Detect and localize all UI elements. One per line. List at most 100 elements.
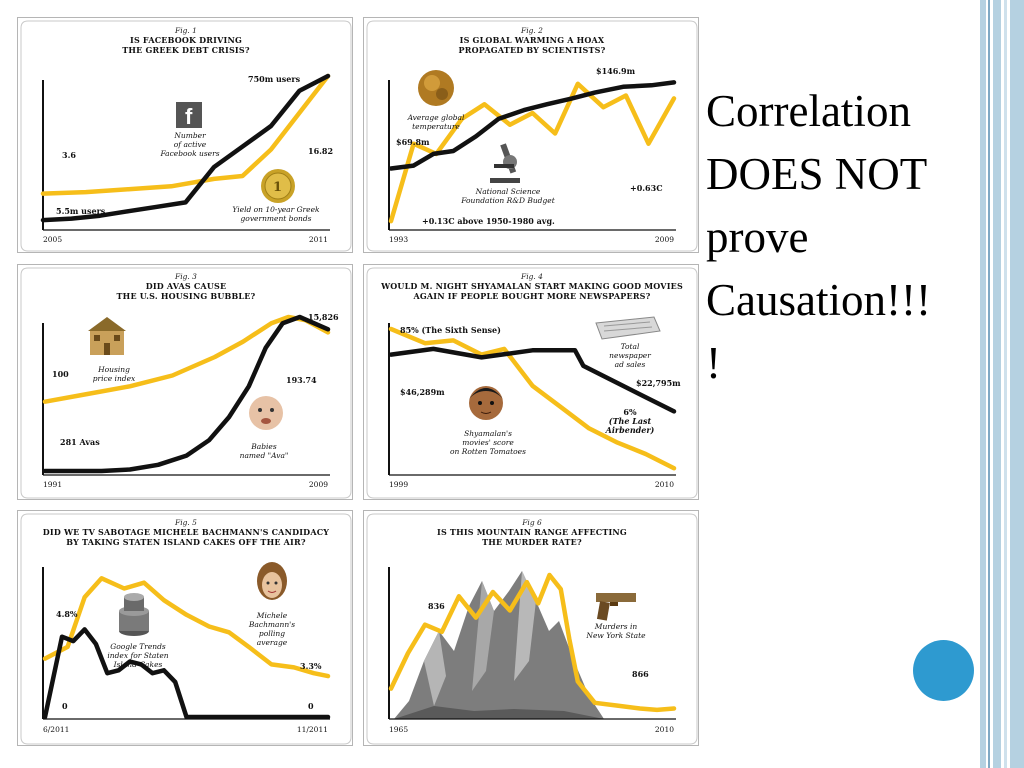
annotation: 16.82 [308, 146, 333, 156]
legend-facebook-users: Number [173, 131, 206, 140]
stripe-wide [980, 0, 986, 768]
annotation: Airbender) [605, 425, 655, 435]
chart-fig1: Fig. 1 IS FACEBOOK DRIVING THE GREEK DEB… [20, 20, 352, 252]
annotation: 0 [62, 701, 68, 711]
woman-portrait-icon [257, 562, 287, 600]
x-tick-label: 11/2011 [297, 725, 328, 734]
chart-title-line: THE MURDER RATE? [482, 537, 582, 547]
chart-title-line: BY TAKING STATEN ISLAND CAKES OFF THE AI… [66, 537, 306, 547]
annotation: 3.3% [300, 661, 322, 671]
chart-fig4: Fig. 4 WOULD M. NIGHT SHYAMALAN START MA… [366, 267, 698, 499]
x-tick-label: 1993 [389, 235, 408, 244]
legend-bachmann-polling: Bachmann's [248, 620, 295, 629]
fig-number: Fig. 4 [520, 272, 543, 281]
heading-line: Correlation [706, 86, 911, 136]
plot-area [388, 572, 677, 713]
x-tick-label: 1999 [389, 480, 408, 489]
legend-global-temperature: Average global [407, 113, 465, 122]
annotation: 100 [52, 369, 69, 379]
series-line-national-science-foundation-r-d-budget [388, 80, 677, 171]
legend-rotten-tomatoes: movies' score [462, 438, 514, 447]
legend-google-trends: Island Cakes [113, 660, 163, 669]
x-tick-label: 2010 [655, 480, 674, 489]
legend-housing-index: price index [93, 374, 136, 383]
heading-line: Causation!!! [706, 275, 931, 325]
annotation: 193.74 [286, 375, 317, 385]
decorative-stripes [980, 0, 1024, 768]
fig-number: Fig 6 [521, 518, 542, 527]
legend-bachmann-polling: Michele [256, 611, 288, 620]
series-line-yield-on-10-year-greek-government-bonds [40, 73, 331, 196]
heading-line: DOES NOT [706, 149, 928, 199]
series-line-murders-in-new-york-state [388, 572, 677, 713]
legend-ny-murders: Murders in [594, 622, 638, 631]
legend-global-temperature: temperature [412, 122, 460, 131]
x-tick-label: 2009 [655, 235, 674, 244]
stripe-dark [988, 0, 990, 768]
annotation: (The Last [609, 416, 652, 426]
series-line-total-newspaper-ad-sales [388, 346, 677, 414]
annotation: 836 [428, 601, 445, 611]
legend-rotten-tomatoes: on Rotten Tomatoes [450, 447, 526, 456]
annotation: +0.63C [630, 183, 663, 193]
legend-bachmann-polling: average [257, 638, 288, 647]
series-line-shyamalan-s-movies-score-on-rotten-tomatoes [388, 326, 677, 471]
annotation: 0 [308, 701, 314, 711]
annotation: 750m users [248, 74, 301, 84]
annotation: 85% (The Sixth Sense) [400, 325, 501, 335]
globe-icon [418, 70, 454, 106]
chart-panel-fig6: Fig 6 IS THIS MOUNTAIN RANGE AFFECTING T… [363, 510, 699, 746]
legend-bond-yield: government bonds [241, 214, 312, 223]
plot-area [388, 80, 677, 224]
fig-number: Fig. 3 [174, 272, 197, 281]
chart-title-line: DID AVAS CAUSE [146, 281, 227, 291]
chart-panel-fig3: Fig. 3 DID AVAS CAUSE THE U.S. HOUSING B… [17, 264, 353, 500]
series-line-michele-bachmann-s-polling-average [42, 576, 331, 679]
annotation: $22,795m [636, 378, 681, 388]
legend-bachmann-polling: polling [259, 629, 285, 638]
legend-nsf-budget: Foundation R&D Budget [460, 196, 555, 205]
chart-title-line: IS FACEBOOK DRIVING [130, 35, 242, 45]
chart-fig3: Fig. 3 DID AVAS CAUSE THE U.S. HOUSING B… [20, 267, 352, 499]
legend-ny-murders: New York State [585, 631, 646, 640]
chart-fig6: Fig 6 IS THIS MOUNTAIN RANGE AFFECTING T… [366, 513, 698, 745]
chart-title-line: THE U.S. HOUSING BUBBLE? [117, 291, 256, 301]
legend-newspaper-ad-sales: ad sales [615, 360, 646, 369]
annotation: 3.6 [62, 150, 76, 160]
chart-title-line: WOULD M. NIGHT SHYAMALAN START MAKING GO… [380, 281, 683, 291]
legend-google-trends: index for Staten [107, 651, 168, 660]
plot-area [42, 314, 331, 474]
chart-title-line: DID WE TV SABOTAGE MICHELE BACHMANN'S CA… [43, 527, 330, 537]
annotation: 6% [623, 407, 637, 417]
annotation: 4.8% [56, 609, 78, 619]
x-tick-label: 2009 [309, 480, 328, 489]
annotation: $46,289m [400, 387, 445, 397]
chart-panel-fig2: Fig. 2 IS GLOBAL WARMING A HOAX PROPAGAT… [363, 17, 699, 253]
svg-text:f: f [185, 104, 193, 129]
legend-facebook-users: of active [174, 140, 207, 149]
series-line-google-trends-index-for-staten-island-cakes [42, 627, 331, 720]
microscope-icon [490, 143, 520, 183]
fig-number: Fig. 5 [174, 518, 197, 527]
x-tick-label: 1991 [43, 480, 62, 489]
fig-number: Fig. 1 [174, 26, 197, 35]
legend-rotten-tomatoes: Shyamalan's [464, 429, 512, 438]
chart-panel-fig1: Fig. 1 IS FACEBOOK DRIVING THE GREEK DEB… [17, 17, 353, 253]
plot-area [388, 326, 677, 471]
chart-fig5: Fig. 5 DID WE TV SABOTAGE MICHELE BACHMA… [20, 513, 352, 745]
chart-title-line: PROPAGATED BY SCIENTISTS? [459, 45, 606, 55]
legend-facebook-users: Facebook users [159, 149, 219, 158]
chart-title-line: AGAIN IF PEOPLE BOUGHT MORE NEWSPAPERS? [412, 291, 650, 301]
house-icon [88, 317, 126, 355]
x-tick-label: 2011 [309, 235, 328, 244]
chart-title-line: THE GREEK DEBT CRISIS? [122, 45, 250, 55]
accent-circle [913, 640, 974, 701]
annotation: $146.9m [596, 66, 636, 76]
x-tick-label: 6/2011 [43, 725, 69, 734]
annotation: 866 [632, 669, 649, 679]
legend-babies-ava: named "Ava" [240, 451, 289, 460]
stripe-edge [1010, 0, 1024, 768]
annotation: 281 Avas [60, 437, 100, 447]
series-line-number-of-active-facebook-users [40, 73, 331, 223]
